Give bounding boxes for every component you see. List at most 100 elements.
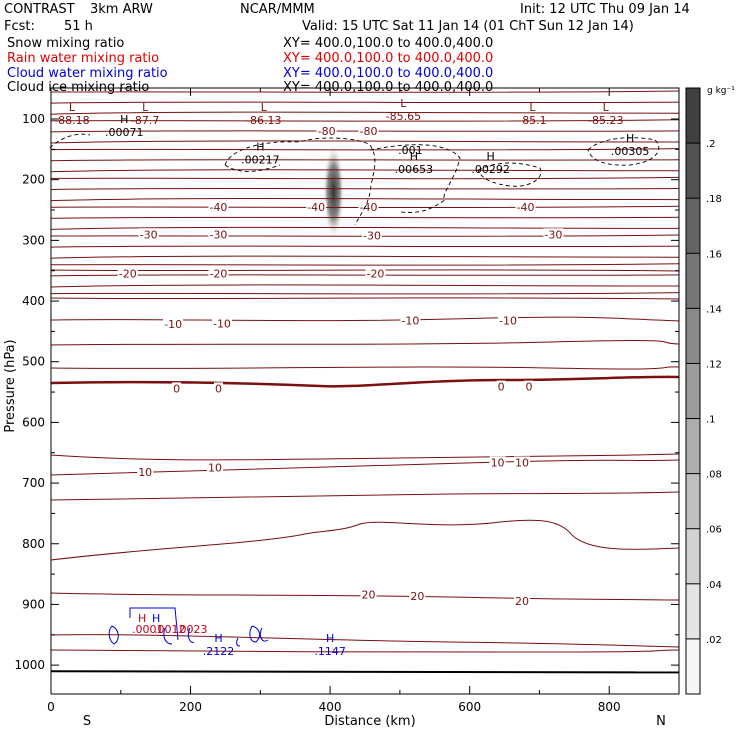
isotherm-line (50, 263, 680, 266)
field-rain-xy: XY= 400.0,100.0 to 400.0,400.0 (283, 51, 494, 66)
extremum-value: -85.65 (386, 110, 421, 123)
extremum-marker: H (486, 150, 494, 163)
y-tick-label: 200 (22, 173, 45, 187)
isotherm-line (50, 366, 680, 370)
isotherm-line (50, 519, 680, 561)
forecast-hour: 51 h (64, 19, 93, 34)
field-cloudwater-label: Cloud water mixing ratio (7, 66, 168, 81)
colorbar-tick-label: .16 (706, 249, 722, 260)
north-label: N (656, 714, 666, 729)
contour-label: 10 (208, 461, 222, 474)
isotherm-line (50, 316, 680, 322)
cloud-water-contour (259, 627, 269, 642)
y-tick-label: 300 (22, 233, 45, 247)
colorbar-tick-label: .12 (706, 359, 722, 370)
y-tick-label: 400 (22, 294, 45, 308)
contour-label: -30 (544, 228, 562, 241)
extremum-marker: H (626, 132, 634, 145)
zero-isotherm (50, 375, 680, 388)
contour-label: 0 (215, 382, 222, 395)
colorbar-unit: g kg⁻¹ (707, 86, 735, 96)
colorbar-segment (686, 253, 700, 309)
contour-label: 0 (498, 381, 505, 394)
contour-label: -30 (209, 228, 227, 241)
extremum-marker: L (69, 101, 76, 114)
extremum-marker: H (120, 113, 128, 126)
isotherm-line (50, 453, 680, 461)
x-tick-label: 600 (458, 700, 481, 714)
colorbar-segment (686, 528, 700, 584)
isotherm-line (50, 187, 680, 190)
extremum-marker: L (529, 101, 536, 114)
colorbar-frame (685, 87, 701, 695)
forecast-label: Fcst: (4, 19, 35, 34)
cloud-ice-contour (49, 133, 91, 149)
contour-label: -40 (209, 201, 227, 214)
y-tick-label: 1000 (14, 658, 45, 672)
x-axis-label: Distance (km) (324, 714, 415, 729)
extremum-marker: L (400, 97, 407, 110)
isotherm-line (50, 90, 680, 93)
extremum-value: -85.23 (588, 114, 623, 127)
x-tick-label: 800 (598, 700, 621, 714)
field-snow-xy: XY= 400.0,100.0 to 400.0,400.0 (283, 36, 494, 51)
extremum-value: .00217 (241, 153, 280, 166)
contour-label: 10 (491, 456, 505, 469)
contour-label: 20 (361, 589, 375, 602)
colorbar-segment (686, 473, 700, 529)
colorbar-tick-label: .2 (706, 139, 716, 150)
colorbar-tick-label: .02 (706, 635, 722, 646)
contour-label: -20 (366, 268, 384, 281)
cloud-water-contour (236, 637, 241, 647)
isotherm-line (50, 592, 680, 601)
extremum-value: .00071 (105, 126, 144, 139)
colorbar-segment (686, 363, 700, 419)
extremum-marker: L (261, 101, 268, 114)
cloud-water-contour (129, 607, 179, 641)
cloud-water-contour (249, 625, 260, 643)
init-time: Init: 12 UTC Thu 09 Jan 14 (520, 2, 690, 17)
isotherm-line (50, 111, 680, 115)
extremum-value: .00292 (471, 163, 510, 176)
contour-label: 20 (410, 590, 424, 603)
y-axis-label: Pressure (hPa) (3, 339, 18, 432)
isotherm-line (50, 284, 680, 288)
isotherm-line (50, 491, 680, 501)
isotherm-line (50, 255, 680, 259)
extremum-value: .00305 (611, 145, 650, 158)
isotherm-line (50, 459, 680, 476)
colorbar-segment (686, 638, 700, 694)
y-tick-label: 100 (22, 112, 45, 126)
contour-label: 10 (138, 466, 152, 479)
field-cloudwater-xy: XY= 400.0,100.0 to 400.0,400.0 (283, 66, 494, 81)
isotherm-line (50, 159, 680, 162)
cloud-water-marker: H (152, 612, 160, 625)
isotherm-line (50, 245, 680, 248)
model-name: CONTRAST (4, 2, 75, 17)
contour-label: -40 (307, 201, 325, 214)
colorbar-segment (686, 198, 700, 254)
extremum-marker: H (256, 140, 264, 153)
colorbar-tick-label: .14 (706, 304, 722, 315)
x-tick-label: 400 (319, 700, 342, 714)
y-tick-label: 800 (22, 537, 45, 551)
extremum-value: -88.18 (54, 114, 89, 127)
colorbar-tick-label: .1 (706, 415, 716, 426)
contour-label: 20 (515, 595, 529, 608)
isotherm-line (50, 649, 680, 653)
field-snow-label: Snow mixing ratio (7, 36, 125, 51)
isotherm-line (50, 297, 680, 300)
isotherm-line (50, 269, 680, 272)
colorbar-tick-label: .18 (706, 194, 722, 205)
extremum-marker: L (603, 101, 610, 114)
contour-label: -10 (499, 314, 517, 327)
extremum-marker: H (326, 632, 334, 645)
colorbar-tick-label: .08 (706, 470, 722, 481)
cloud-ice-contour (224, 164, 281, 172)
contour-label: -30 (363, 230, 381, 243)
isotherm-line (50, 292, 680, 295)
extremum-marker: L (142, 101, 149, 114)
isotherm-line (50, 274, 680, 277)
isotherm-line (50, 148, 680, 151)
